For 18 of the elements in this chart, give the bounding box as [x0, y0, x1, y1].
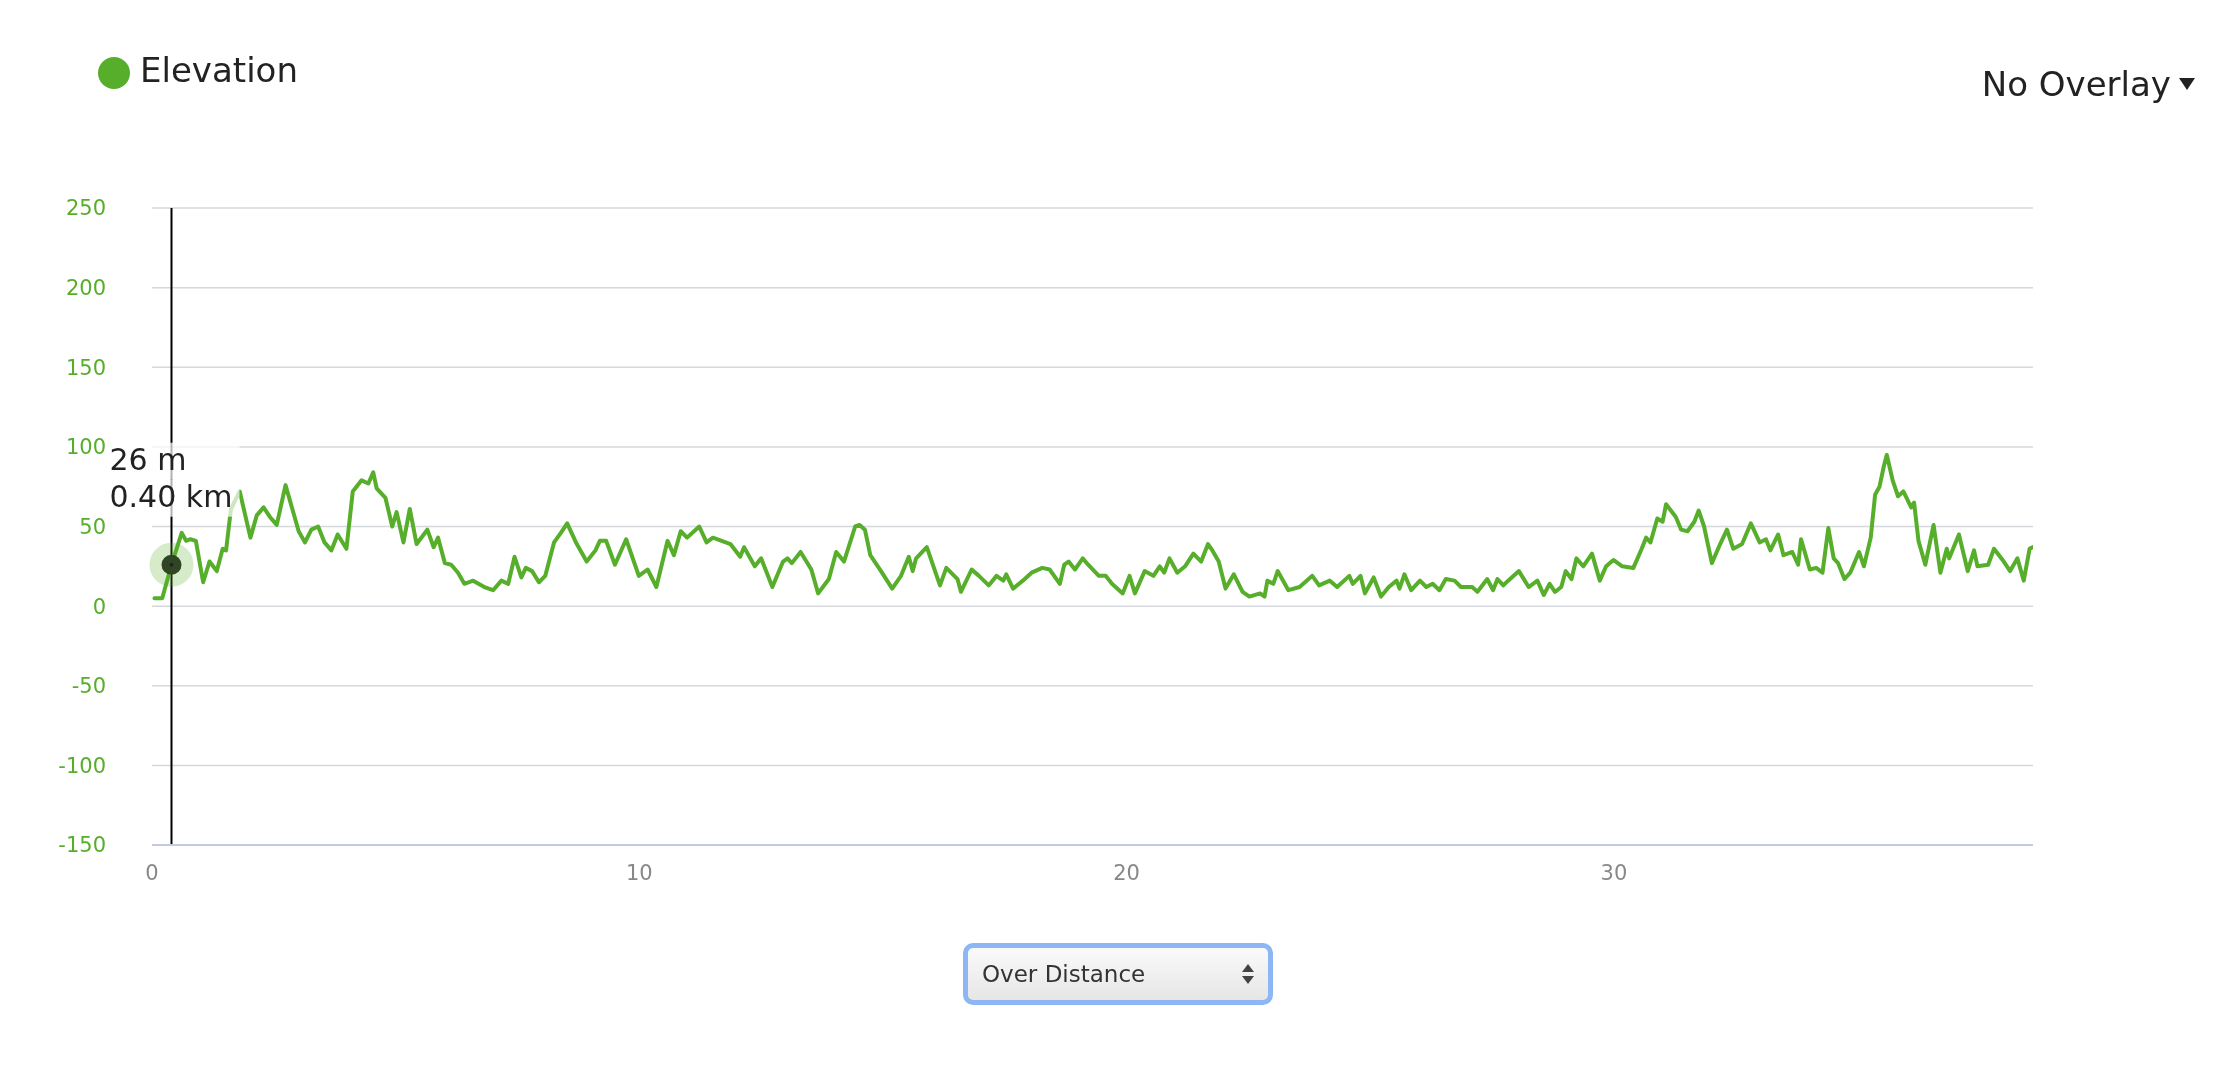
- annotation: 26 m: [109, 441, 187, 477]
- y-tick-label: 200: [65, 276, 106, 301]
- x-tick-label: 30: [1600, 860, 1628, 885]
- legend-label: Elevation: [140, 50, 298, 90]
- y-tick-label: 250: [65, 196, 106, 221]
- select-field: Over Distance: [963, 943, 1273, 1005]
- y-tick-label: 50: [79, 514, 106, 539]
- y-tick-label: 0: [92, 594, 106, 619]
- x-tick-label: 0: [145, 860, 159, 885]
- x-tick-label: 20: [1113, 860, 1140, 885]
- y-tick-label: -50: [71, 674, 106, 699]
- x-tick-label: 10: [625, 860, 653, 885]
- y-tick-label: -100: [58, 753, 106, 778]
- annotation: 0.40 km: [109, 478, 233, 514]
- y-tick-label: 100: [65, 435, 106, 460]
- y-tick-label: 150: [65, 355, 106, 380]
- text: No Overlay: [1981, 64, 2171, 104]
- y-tick-label: -150: [58, 833, 106, 858]
